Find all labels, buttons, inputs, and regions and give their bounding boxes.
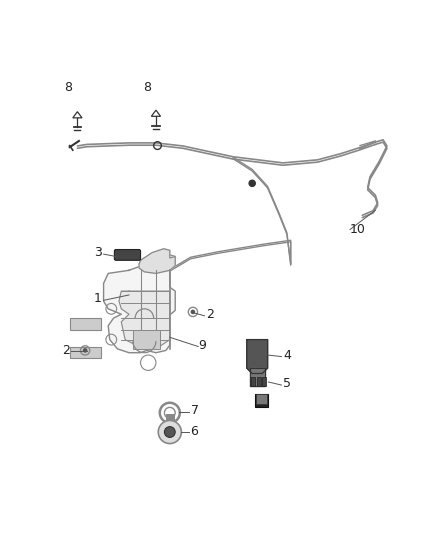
Bar — [133, 329, 160, 349]
Text: 8: 8 — [64, 80, 72, 94]
Circle shape — [164, 426, 175, 438]
Polygon shape — [139, 249, 175, 273]
Bar — [70, 318, 100, 329]
Text: 9: 9 — [198, 338, 206, 351]
Text: 2: 2 — [62, 344, 70, 357]
Circle shape — [158, 421, 181, 443]
Circle shape — [141, 355, 156, 370]
Polygon shape — [250, 368, 265, 386]
FancyBboxPatch shape — [114, 249, 141, 260]
Circle shape — [249, 180, 255, 187]
Bar — [166, 414, 173, 419]
Text: 7: 7 — [191, 404, 198, 417]
Text: 3: 3 — [94, 246, 102, 259]
Polygon shape — [247, 340, 268, 374]
Circle shape — [83, 348, 88, 353]
Text: 10: 10 — [350, 223, 366, 236]
Text: 4: 4 — [283, 349, 291, 361]
Bar — [254, 393, 268, 407]
Text: 8: 8 — [143, 80, 151, 94]
Polygon shape — [119, 291, 170, 349]
Text: 5: 5 — [283, 377, 291, 390]
Text: 1: 1 — [94, 292, 102, 305]
Bar — [251, 377, 255, 386]
Text: 2: 2 — [206, 308, 214, 321]
Bar — [256, 393, 267, 405]
Bar — [70, 348, 100, 358]
Polygon shape — [103, 255, 175, 353]
Bar — [262, 377, 266, 386]
Text: 6: 6 — [191, 425, 198, 438]
Circle shape — [191, 310, 195, 314]
Bar — [257, 377, 261, 386]
